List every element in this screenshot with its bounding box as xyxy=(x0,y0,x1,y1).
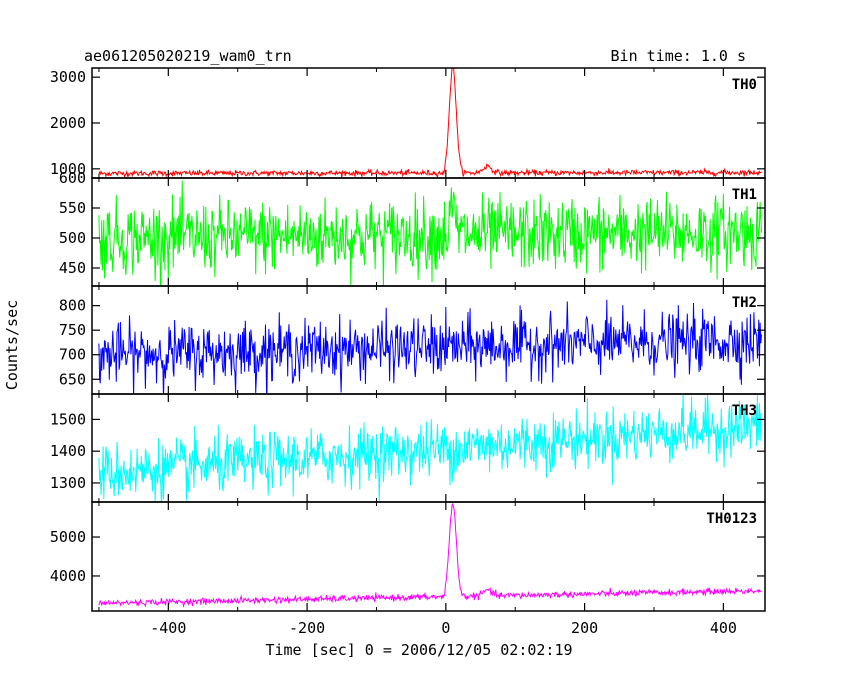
y-tick-label: 3000 xyxy=(50,68,86,86)
y-tick-label: 1400 xyxy=(50,442,86,460)
y-tick-label: 650 xyxy=(59,370,86,388)
x-axis-label: Time [sec] 0 = 2006/12/05 02:02:19 xyxy=(265,641,572,659)
series-line-th3 xyxy=(98,394,762,502)
panel-label-th2: TH2 xyxy=(732,295,757,311)
panel-label-th0123: TH0123 xyxy=(706,511,757,527)
y-tick-label: 1300 xyxy=(50,474,86,492)
series-line-th0123 xyxy=(98,502,762,608)
series-line-th1 xyxy=(98,180,762,286)
panel-label-th3: TH3 xyxy=(732,403,757,419)
y-tick-label: 1500 xyxy=(50,410,86,428)
panel-label-th0: TH0 xyxy=(732,77,757,93)
y-tick-label: 1000 xyxy=(50,160,86,178)
bin-time-label: Bin time: 1.0 s xyxy=(611,47,746,65)
panel-frame-th0 xyxy=(91,67,766,179)
plot-title: ae061205020219_wam0_trn xyxy=(84,47,292,65)
y-tick-label: 2000 xyxy=(50,114,86,132)
panel-frame-th3 xyxy=(91,393,766,503)
y-tick-label: 5000 xyxy=(50,528,86,546)
y-tick-label: 700 xyxy=(59,346,86,364)
y-tick-label: 750 xyxy=(59,321,86,339)
series-line-th0 xyxy=(98,68,762,178)
y-axis-label: Counts/sec xyxy=(3,300,21,390)
y-tick-label: 500 xyxy=(59,229,86,247)
y-tick-label: 4000 xyxy=(50,567,86,585)
x-tick-label: -200 xyxy=(289,619,325,637)
x-tick-label: -400 xyxy=(150,619,186,637)
y-tick-label: 600 xyxy=(59,169,86,187)
y-tick-label: 450 xyxy=(59,259,86,277)
x-tick-label: 400 xyxy=(710,619,737,637)
y-tick-label: 800 xyxy=(59,297,86,315)
y-tick-label: 550 xyxy=(59,199,86,217)
x-tick-label: 0 xyxy=(441,619,450,637)
series-line-th2 xyxy=(98,299,762,394)
x-tick-label: 200 xyxy=(571,619,598,637)
panel-label-th1: TH1 xyxy=(732,187,757,203)
panel-frame-th0123 xyxy=(91,501,766,612)
